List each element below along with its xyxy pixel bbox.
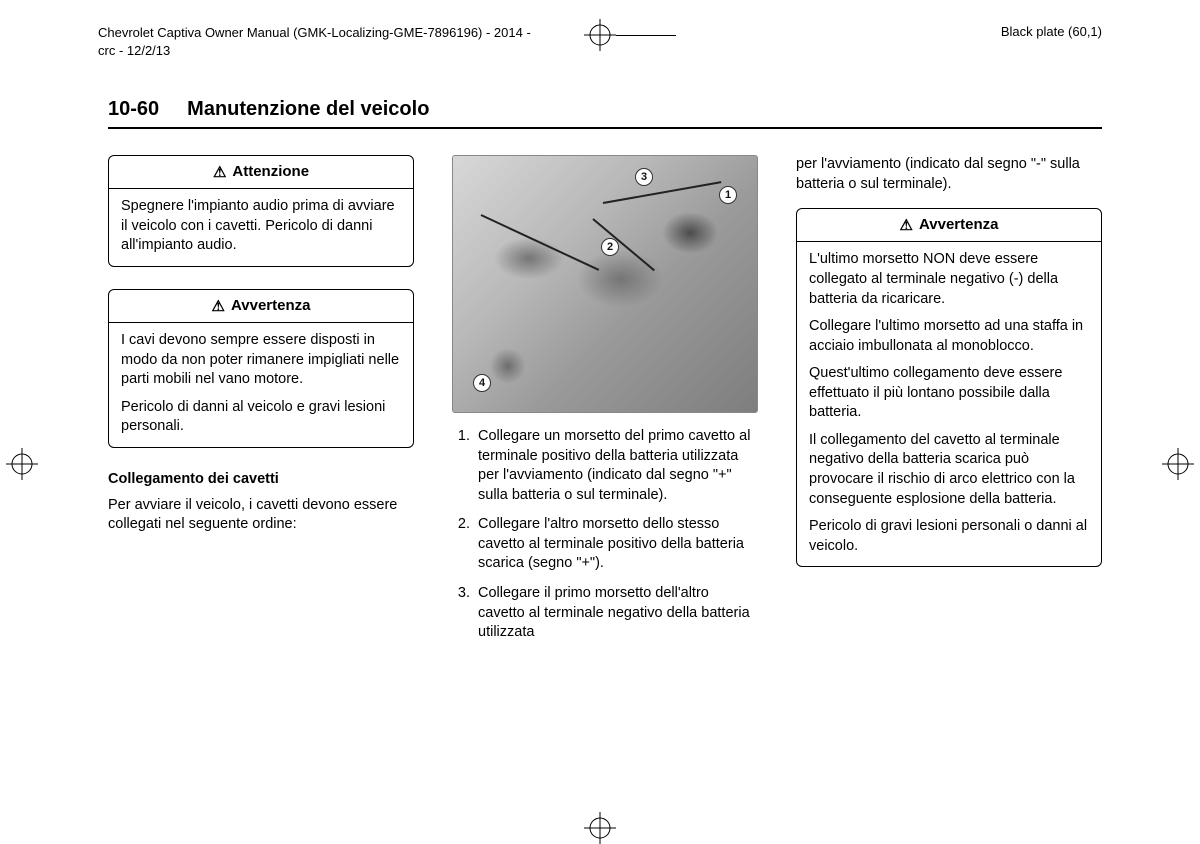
warning-box-2: ⚠ Avvertenza L'ultimo morsetto NON deve … bbox=[796, 208, 1102, 567]
warning-1-label: Avvertenza bbox=[231, 296, 310, 316]
figure-label-3: 3 bbox=[635, 168, 653, 186]
column-2: 1 2 3 4 Collegare un morsetto del primo … bbox=[452, 155, 758, 653]
figure-label-4: 4 bbox=[473, 374, 491, 392]
warning-box-1-header: ⚠ Avvertenza bbox=[109, 290, 413, 323]
warning-icon: ⚠ bbox=[213, 165, 226, 180]
warning-2-p5: Pericolo di gravi lesioni personali o da… bbox=[809, 517, 1089, 556]
crop-mark-top bbox=[584, 19, 616, 51]
subheading-connecting: Collegamento dei cavetti bbox=[108, 470, 414, 490]
column-1: ⚠ Attenzione Spegnere l'impianto audio p… bbox=[108, 155, 414, 653]
caution-box-body: Spegnere l'impianto audio prima di avvia… bbox=[109, 189, 413, 266]
figure-label-2: 2 bbox=[601, 238, 619, 256]
warning-box-2-body: L'ultimo morsetto NON deve essere colleg… bbox=[797, 242, 1101, 566]
page-title-row: 10-60 Manutenzione del veicolo bbox=[108, 98, 1102, 129]
header-left-line1: Chevrolet Captiva Owner Manual (GMK-Loca… bbox=[98, 24, 531, 42]
crop-line-top bbox=[616, 35, 676, 36]
warning-2-p1: L'ultimo morsetto NON deve essere colleg… bbox=[809, 250, 1089, 309]
caution-label: Attenzione bbox=[232, 162, 309, 182]
warning-box-2-header: ⚠ Avvertenza bbox=[797, 209, 1101, 242]
warning-1-p1: I cavi devono sempre essere disposti in … bbox=[121, 331, 401, 390]
page-title: Manutenzione del veicolo bbox=[187, 98, 429, 121]
figure-cable bbox=[603, 181, 722, 204]
step-2: Collegare l'altro morsetto dello stesso … bbox=[474, 515, 758, 574]
page-number: 10-60 bbox=[108, 98, 159, 121]
page-content: 10-60 Manutenzione del veicolo ⚠ Attenzi… bbox=[108, 98, 1102, 653]
header-left-line2: crc - 12/2/13 bbox=[98, 42, 531, 60]
caution-box-header: ⚠ Attenzione bbox=[109, 156, 413, 189]
figure-cable bbox=[481, 214, 600, 271]
connection-steps: Collegare un morsetto del primo cavetto … bbox=[452, 427, 758, 643]
crop-mark-right bbox=[1162, 448, 1194, 480]
step-3-continuation: per l'avviamento (indicato dal segno "-"… bbox=[796, 155, 1102, 194]
header-left: Chevrolet Captiva Owner Manual (GMK-Loca… bbox=[98, 24, 531, 59]
warning-box-1: ⚠ Avvertenza I cavi devono sempre essere… bbox=[108, 289, 414, 448]
column-3: per l'avviamento (indicato dal segno "-"… bbox=[796, 155, 1102, 653]
caution-text: Spegnere l'impianto audio prima di avvia… bbox=[121, 197, 401, 256]
header-right: Black plate (60,1) bbox=[1001, 24, 1102, 39]
engine-bay-figure: 1 2 3 4 bbox=[452, 155, 758, 413]
step-1: Collegare un morsetto del primo cavetto … bbox=[474, 427, 758, 505]
warning-2-p3: Quest'ultimo collegamento deve essere ef… bbox=[809, 364, 1089, 423]
warning-icon: ⚠ bbox=[212, 299, 225, 314]
warning-1-p2: Pericolo di danni al veicolo e gravi les… bbox=[121, 398, 401, 437]
caution-box: ⚠ Attenzione Spegnere l'impianto audio p… bbox=[108, 155, 414, 267]
warning-box-1-body: I cavi devono sempre essere disposti in … bbox=[109, 323, 413, 447]
step-3: Collegare il primo morsetto dell'altro c… bbox=[474, 584, 758, 643]
crop-mark-left bbox=[6, 448, 38, 480]
warning-2-p2: Collegare l'ultimo morsetto ad una staff… bbox=[809, 317, 1089, 356]
crop-mark-bottom bbox=[584, 812, 616, 844]
warning-2-p4: Il collegamento del cavetto al terminale… bbox=[809, 431, 1089, 509]
content-columns: ⚠ Attenzione Spegnere l'impianto audio p… bbox=[108, 155, 1102, 653]
figure-label-1: 1 bbox=[719, 186, 737, 204]
warning-2-label: Avvertenza bbox=[919, 215, 998, 235]
connecting-intro: Per avviare il veicolo, i cavetti devono… bbox=[108, 496, 414, 535]
warning-icon: ⚠ bbox=[900, 218, 913, 233]
